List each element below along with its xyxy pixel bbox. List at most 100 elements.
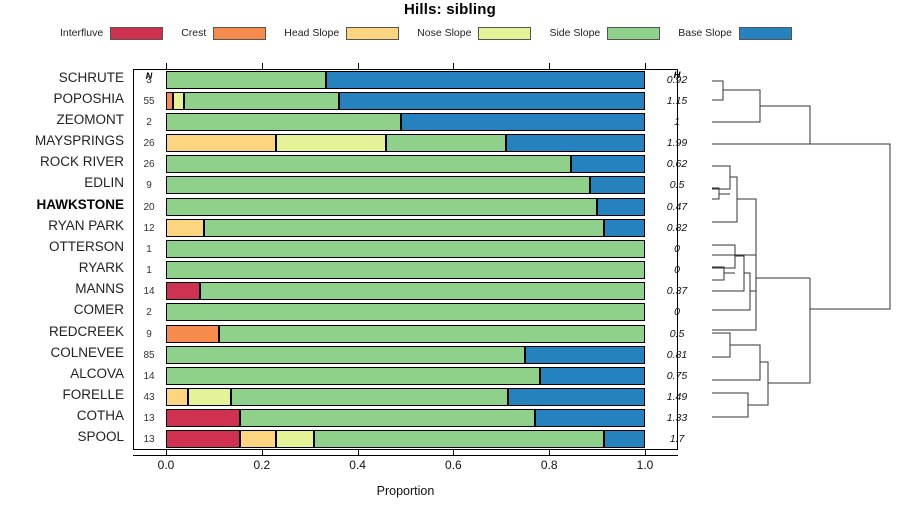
bar-row: [166, 388, 645, 407]
row-label-ryan-park: RYAN PARK: [48, 217, 124, 233]
bar-segment: [326, 70, 645, 89]
h-value: 1.33: [666, 412, 688, 425]
bar-segment: [166, 218, 205, 237]
bar-row: [166, 261, 645, 280]
stacked-bars: [166, 69, 645, 450]
x-tick-top: [549, 63, 551, 69]
bar-segment: [173, 91, 184, 110]
legend-item: Crest: [181, 26, 267, 40]
bar-row: [166, 324, 645, 343]
legend-swatch: [110, 26, 164, 40]
legend-item-label: Head Slope: [284, 27, 340, 39]
x-axis-line: [133, 455, 678, 456]
row-label-rock-river: ROCK RIVER: [39, 154, 124, 170]
row-label-alcova: ALCOVA: [70, 365, 124, 381]
bar-row: [166, 70, 645, 89]
x-tick-top: [261, 63, 263, 69]
legend-item: Head Slope: [284, 26, 400, 40]
bar-segment: [386, 134, 507, 153]
bar-row: [166, 366, 645, 385]
bar-segment: [199, 282, 645, 301]
bar-segment: [166, 388, 188, 407]
bar-segment: [166, 112, 401, 131]
x-axis-label: Proportion: [376, 484, 435, 498]
x-tick: [357, 450, 359, 456]
n-value: 43: [143, 392, 155, 404]
bar-segment: [240, 409, 535, 428]
n-value: 14: [143, 370, 155, 382]
row-label-column: SCHRUTE POPOSHIA ZEOMONT MAYSPRINGS ROCK RIV…: [0, 69, 128, 450]
legend-swatch: [478, 26, 532, 40]
bar-row: [166, 134, 645, 153]
bar-row: [166, 197, 645, 216]
bar-segment: [166, 282, 200, 301]
x-tick-top: [357, 63, 359, 69]
bar-segment: [166, 155, 571, 174]
legend-item-label: Nose Slope: [417, 27, 472, 39]
h-value: 1.99: [666, 137, 688, 150]
bar-row: [166, 239, 645, 258]
x-tick: [261, 450, 263, 456]
row-label-hawkstone: HAWKSTONE: [36, 196, 124, 212]
chart-title: Hills: sibling: [404, 1, 496, 18]
h-value: 0.75: [666, 369, 688, 382]
x-tick-label: 0.2: [253, 458, 271, 472]
legend-swatch: [607, 26, 661, 40]
bar-segment: [166, 70, 327, 89]
bar-row: [166, 409, 645, 428]
legend-item: Side Slope: [549, 26, 661, 40]
x-tick: [453, 450, 455, 456]
legend-item-label: Side Slope: [549, 27, 601, 39]
bar-row: [166, 176, 645, 195]
bar-segment: [166, 430, 241, 449]
bar-segment: [604, 430, 645, 449]
legend: Interfluve Crest Head Slope Nose Slope Side …: [60, 23, 850, 43]
row-label-redcreek: REDCREEK: [48, 323, 124, 339]
bar-segment: [604, 218, 645, 237]
legend-item: Interfluve: [60, 26, 164, 40]
row-label-schrute: SCHRUTE: [58, 69, 124, 85]
n-value: 2: [146, 116, 152, 128]
bar-segment: [570, 155, 645, 174]
h-column-header: H: [673, 70, 681, 81]
bar-segment: [166, 303, 645, 322]
h-value: 0.62: [666, 158, 688, 171]
n-value: 26: [143, 159, 155, 171]
h-value: 1.7: [669, 433, 685, 446]
row-label-ryark: RYARK: [78, 260, 124, 276]
row-label-comer: COMER: [73, 302, 124, 318]
h-value: 0.82: [666, 221, 688, 234]
bar-segment: [597, 197, 645, 216]
bar-segment: [187, 388, 231, 407]
bar-segment: [339, 91, 645, 110]
row-label-zeomont: ZEOMONT: [56, 111, 125, 127]
bar-segment: [166, 409, 241, 428]
dendrogram-svg: [712, 80, 891, 418]
n-value: 55: [143, 95, 155, 107]
bar-segment: [166, 366, 540, 385]
legend-item: Nose Slope: [417, 26, 532, 40]
bar-segment: [230, 388, 509, 407]
h-value: 0.5: [669, 179, 685, 192]
row-label-edlin: EDLIN: [84, 175, 124, 191]
row-label-forelle: FORELLE: [62, 387, 124, 403]
bar-segment: [166, 176, 590, 195]
bar-segment: [183, 91, 340, 110]
dendrogram: [700, 65, 896, 455]
bar-segment: [166, 197, 598, 216]
n-value: 9: [146, 180, 152, 192]
plot-frame: [133, 69, 678, 450]
n-value: 2: [146, 307, 152, 319]
bar-segment: [166, 324, 219, 343]
x-tick-label: 0.0: [157, 458, 175, 472]
h-value: 0: [674, 264, 680, 277]
n-value: 1: [146, 265, 152, 277]
bar-segment: [508, 388, 645, 407]
legend-swatch: [213, 26, 267, 40]
x-tick-label: 0.6: [445, 458, 462, 472]
bar-segment: [166, 345, 526, 364]
bar-segment: [276, 430, 315, 449]
bar-row: [166, 112, 645, 131]
bar-segment: [166, 91, 174, 110]
